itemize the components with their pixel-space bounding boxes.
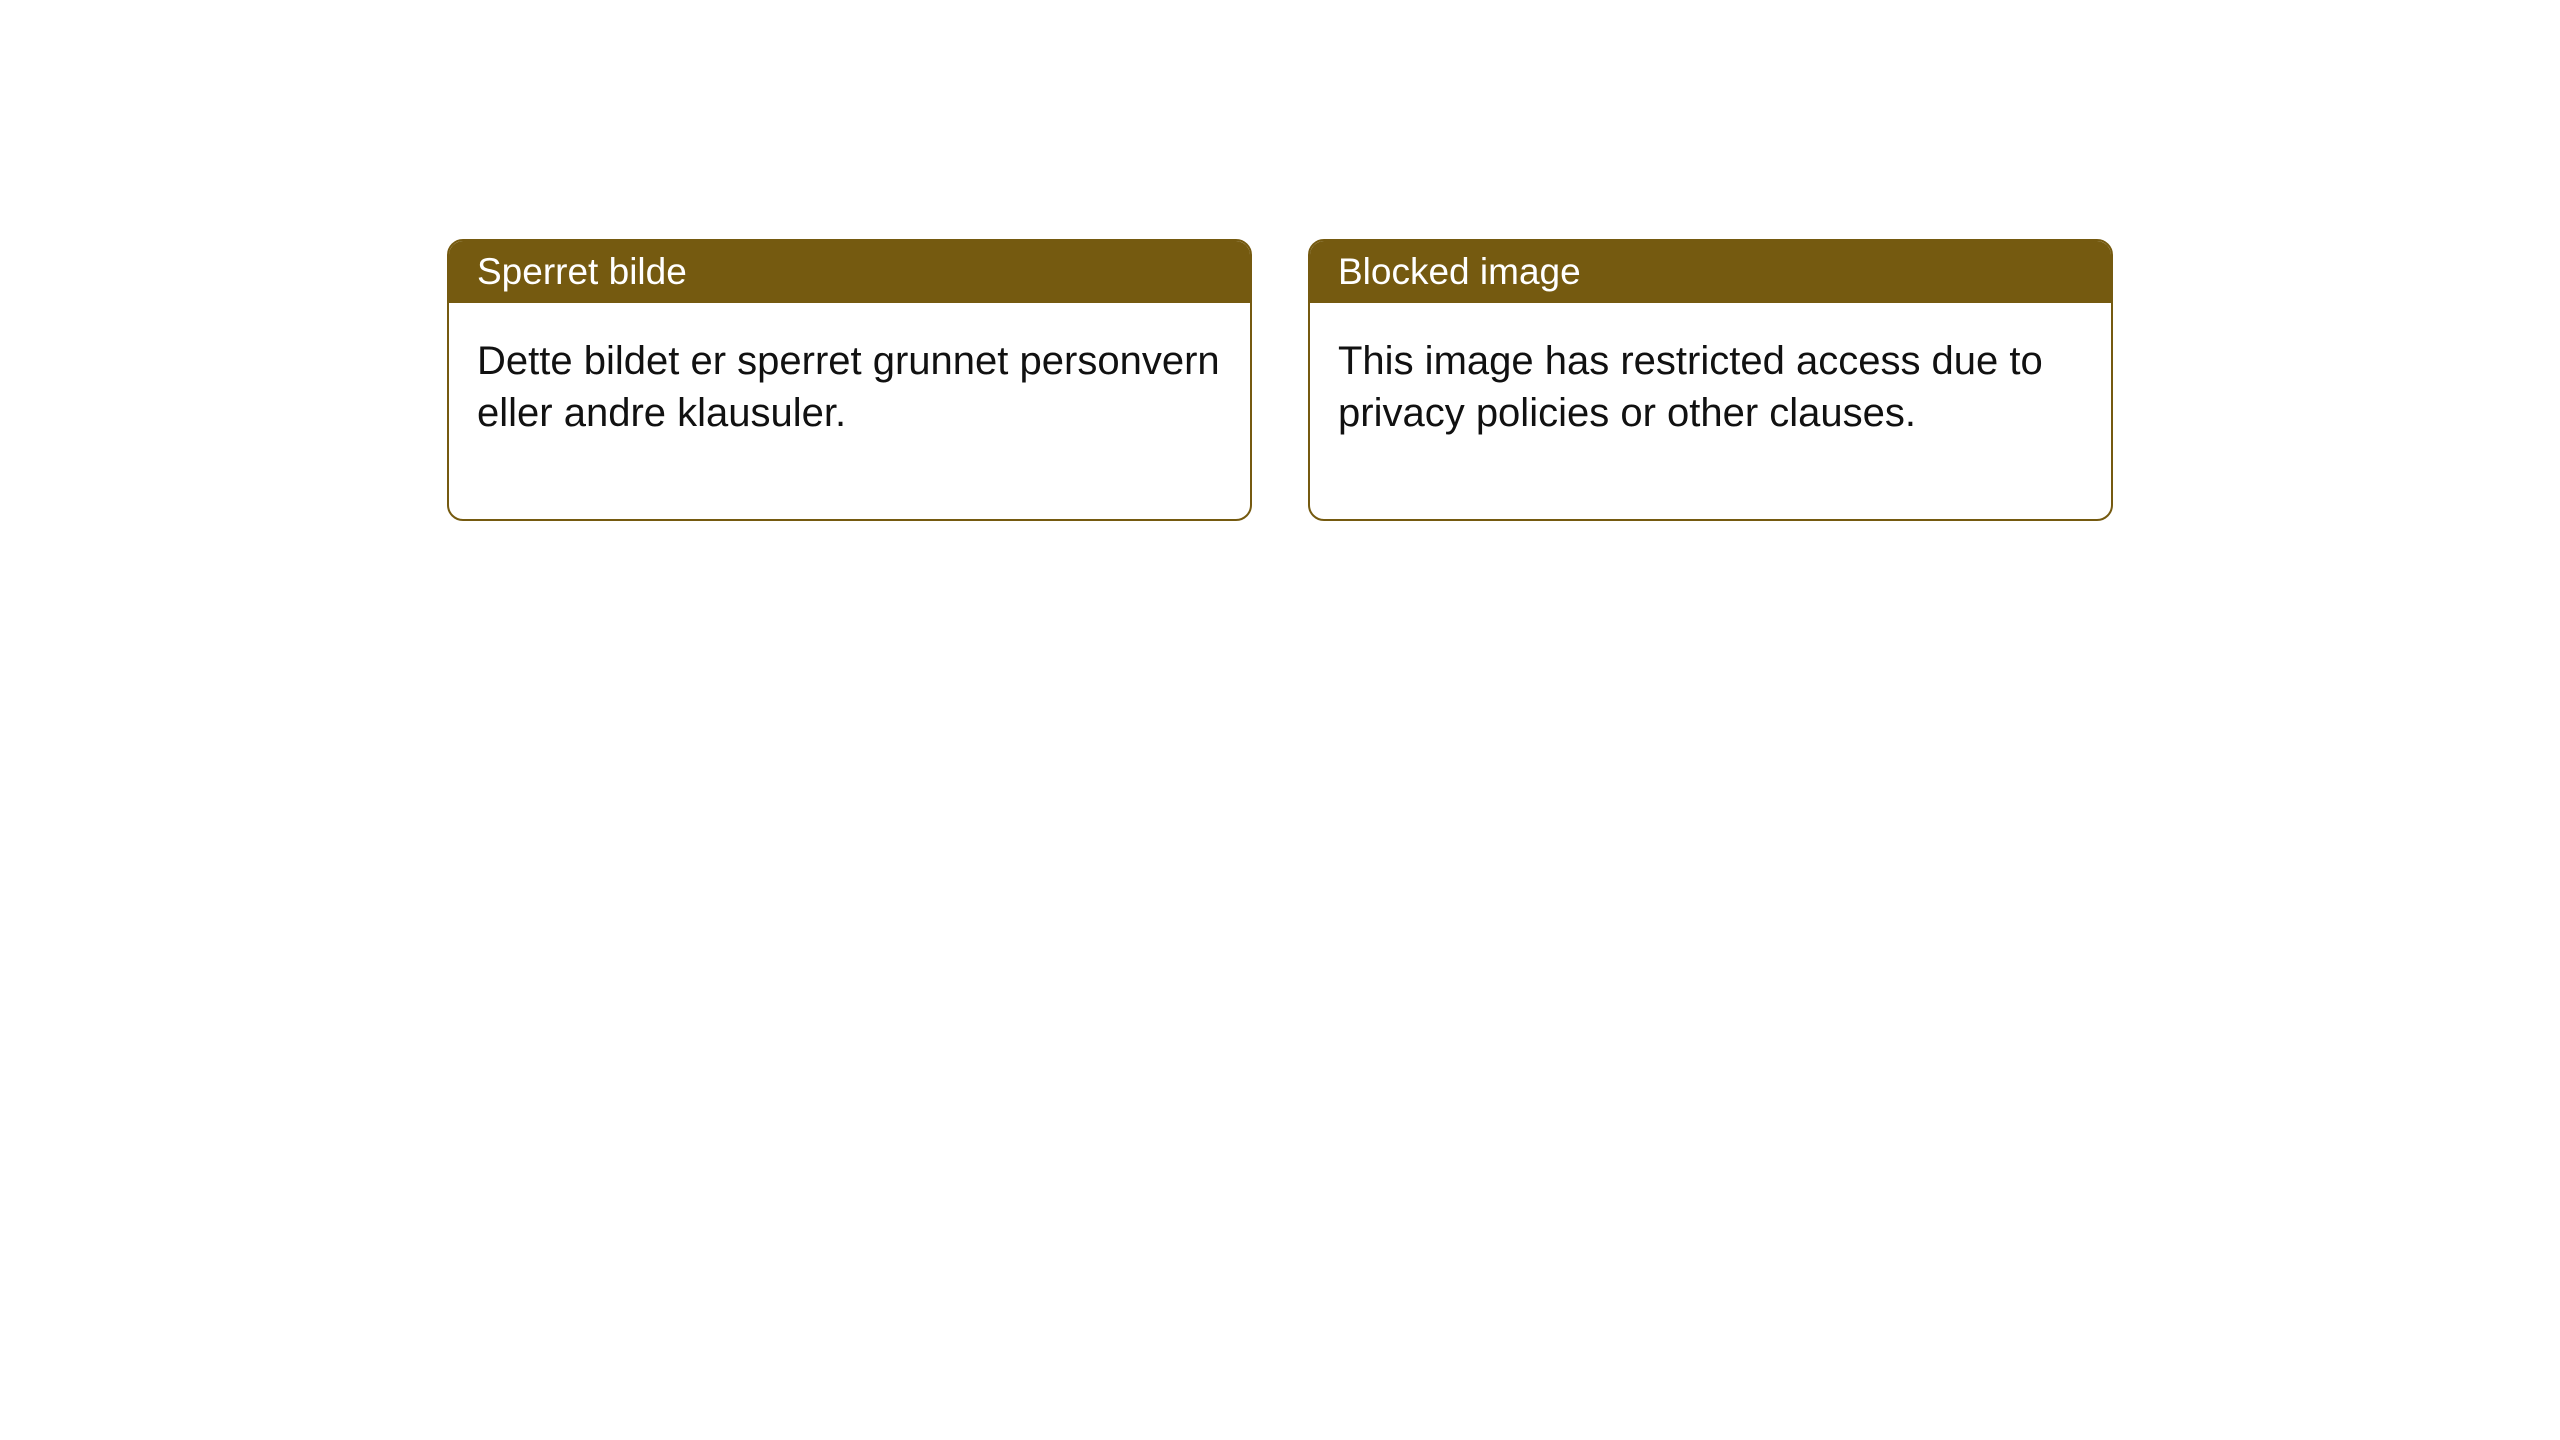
notice-title-english: Blocked image — [1310, 241, 2111, 303]
notice-body-norwegian: Dette bildet er sperret grunnet personve… — [449, 303, 1250, 519]
notice-card-norwegian: Sperret bilde Dette bildet er sperret gr… — [447, 239, 1252, 521]
notice-container: Sperret bilde Dette bildet er sperret gr… — [447, 239, 2113, 521]
notice-body-english: This image has restricted access due to … — [1310, 303, 2111, 519]
notice-title-norwegian: Sperret bilde — [449, 241, 1250, 303]
notice-card-english: Blocked image This image has restricted … — [1308, 239, 2113, 521]
